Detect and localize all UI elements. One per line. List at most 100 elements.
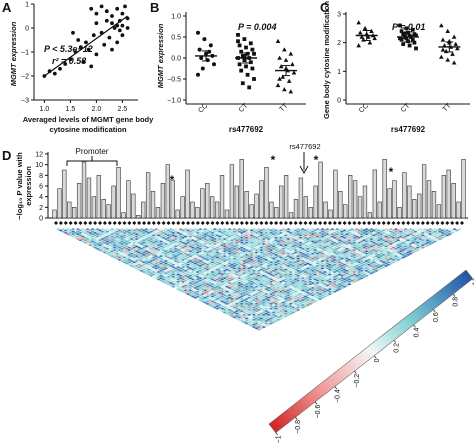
- panel-c-category-label: TT: [442, 102, 454, 114]
- panel-c-point: [451, 34, 457, 39]
- panel-d-bar: [126, 180, 131, 219]
- panel-d-bar: [303, 196, 308, 219]
- panel-b-y-tick-label: −1.0: [167, 98, 181, 105]
- panel-d-y-ticks: 12 10 8 6 4 2 0: [35, 152, 48, 223]
- panel-b-point: [291, 70, 297, 75]
- panel-a-point: [71, 30, 75, 35]
- panel-c-xlabel: rs477692: [391, 125, 426, 134]
- panel-d-bar: [328, 209, 333, 219]
- panel-d-marker: [308, 221, 313, 225]
- panel-b-point: [236, 33, 240, 37]
- panel-d-marker: [313, 221, 318, 225]
- panel-d-bar: [338, 191, 343, 219]
- promoter-bracket: [66, 160, 118, 166]
- panel-b-point: [200, 66, 205, 71]
- panel-d-marker: [342, 221, 347, 225]
- panel-d-marker: [146, 221, 151, 225]
- panel-b-point: [242, 37, 247, 41]
- panel-d-marker: [151, 221, 156, 225]
- panel-a-point: [86, 47, 91, 52]
- panel-d-bar: [397, 207, 402, 219]
- panel-d-marker: [303, 221, 308, 225]
- panel-d-bar: [436, 204, 442, 219]
- panel-d-bar: [421, 164, 427, 219]
- panel-b-point: [280, 74, 286, 79]
- panel-d-marker: [102, 221, 107, 225]
- panel-c-y-tick-label: 2: [337, 40, 341, 47]
- panel-d-marker: [156, 221, 161, 225]
- panel-a-point: [120, 11, 125, 16]
- panel-a-stat-p: P < 5.3e−12: [44, 44, 93, 54]
- colorbar-tick-mark: [433, 309, 436, 313]
- panel-d-bar: [451, 183, 456, 219]
- colorbar-tick-mark: [275, 432, 278, 436]
- panel-d-bar: [57, 188, 62, 219]
- panel-c-y-tick-label: 0: [337, 98, 341, 105]
- colorbar-tick-label: −1: [275, 435, 282, 443]
- panel-a-point: [117, 28, 122, 33]
- panel-d-marker: [391, 221, 396, 225]
- panel-d-bar: [357, 196, 363, 219]
- panel-d-marker: [298, 221, 303, 225]
- panel-d-ylabel-line1: −log₁₀ P value with: [15, 152, 24, 220]
- panel-d-bar: [362, 185, 368, 219]
- panel-d-marker: [279, 221, 284, 225]
- panel-d-bar: [298, 177, 304, 219]
- panel-a-trend-line: [44, 15, 128, 77]
- panel-d-bar: [160, 183, 166, 219]
- panel-b-point: [252, 51, 256, 56]
- panel-a: A 1 0 −1 −2 −3 1.0 1.5 2.0 2.5 P < 5.3e−12 r² =…: [2, 0, 154, 134]
- panel-d-marker: [239, 221, 244, 225]
- panel-d-marker: [190, 221, 195, 225]
- panel-d-marker: [78, 221, 83, 225]
- panel-b-point: [277, 55, 282, 60]
- panel-d-bar: [367, 212, 373, 219]
- panel-b-ylabel: MGMT expression: [156, 23, 165, 88]
- panel-c-point: [369, 28, 374, 33]
- panel-c-point: [356, 43, 361, 48]
- panel-d-marker: [107, 221, 112, 225]
- panel-d-marker: [288, 221, 293, 225]
- panel-d-bar: [249, 204, 254, 219]
- panel-a-point: [94, 21, 99, 26]
- panel-d-y-tick-label: 2: [39, 205, 43, 212]
- panel-d-bar: [76, 183, 82, 219]
- panel-a-letter: A: [2, 0, 12, 15]
- panel-c-point: [367, 40, 373, 45]
- panel-d-bar: [111, 185, 116, 219]
- panel-d-bar: [264, 167, 269, 219]
- panel-a-y-tick-label: −1: [21, 50, 29, 57]
- panel-d-marker: [323, 221, 328, 225]
- panel-c-point: [439, 54, 444, 59]
- panel-d-bar: [150, 191, 156, 219]
- panel-d-bar: [244, 191, 249, 219]
- panel-b-xlabel: rs477692: [229, 125, 264, 134]
- panel-b-y-tick-label: 0.0: [171, 56, 181, 63]
- correlation-heatmap: [55, 227, 463, 331]
- panel-d-bar: [190, 201, 195, 219]
- panel-d-marker: [367, 221, 372, 225]
- significance-star-3: *: [314, 153, 319, 167]
- panel-d-y-tick-label: 4: [39, 194, 43, 201]
- panel-d-marker: [200, 221, 205, 225]
- panel-a-point: [84, 40, 88, 45]
- panel-d-marker: [205, 221, 210, 225]
- panel-d-bar: [67, 201, 72, 219]
- panel-b-category-label: TT: [278, 102, 290, 114]
- panel-d-marker: [264, 221, 269, 225]
- panel-a-x-tick-label: 1.5: [66, 106, 76, 113]
- panel-a-point: [94, 52, 99, 57]
- panel-d-y-tick-label: 0: [39, 216, 43, 223]
- panel-b-point: [277, 76, 282, 81]
- panel-d-bar: [116, 167, 121, 219]
- panel-d-marker: [142, 221, 147, 225]
- panel-d-bar: [333, 169, 338, 219]
- panel-a-point: [107, 35, 112, 40]
- panel-d-bar: [308, 207, 313, 219]
- panel-b-point: [202, 37, 207, 42]
- panel-c-point: [455, 46, 460, 51]
- panel-d-bar: [279, 185, 284, 219]
- panel-d-bar: [293, 199, 299, 219]
- panel-d-bar: [180, 196, 185, 219]
- panel-a-point: [115, 40, 120, 45]
